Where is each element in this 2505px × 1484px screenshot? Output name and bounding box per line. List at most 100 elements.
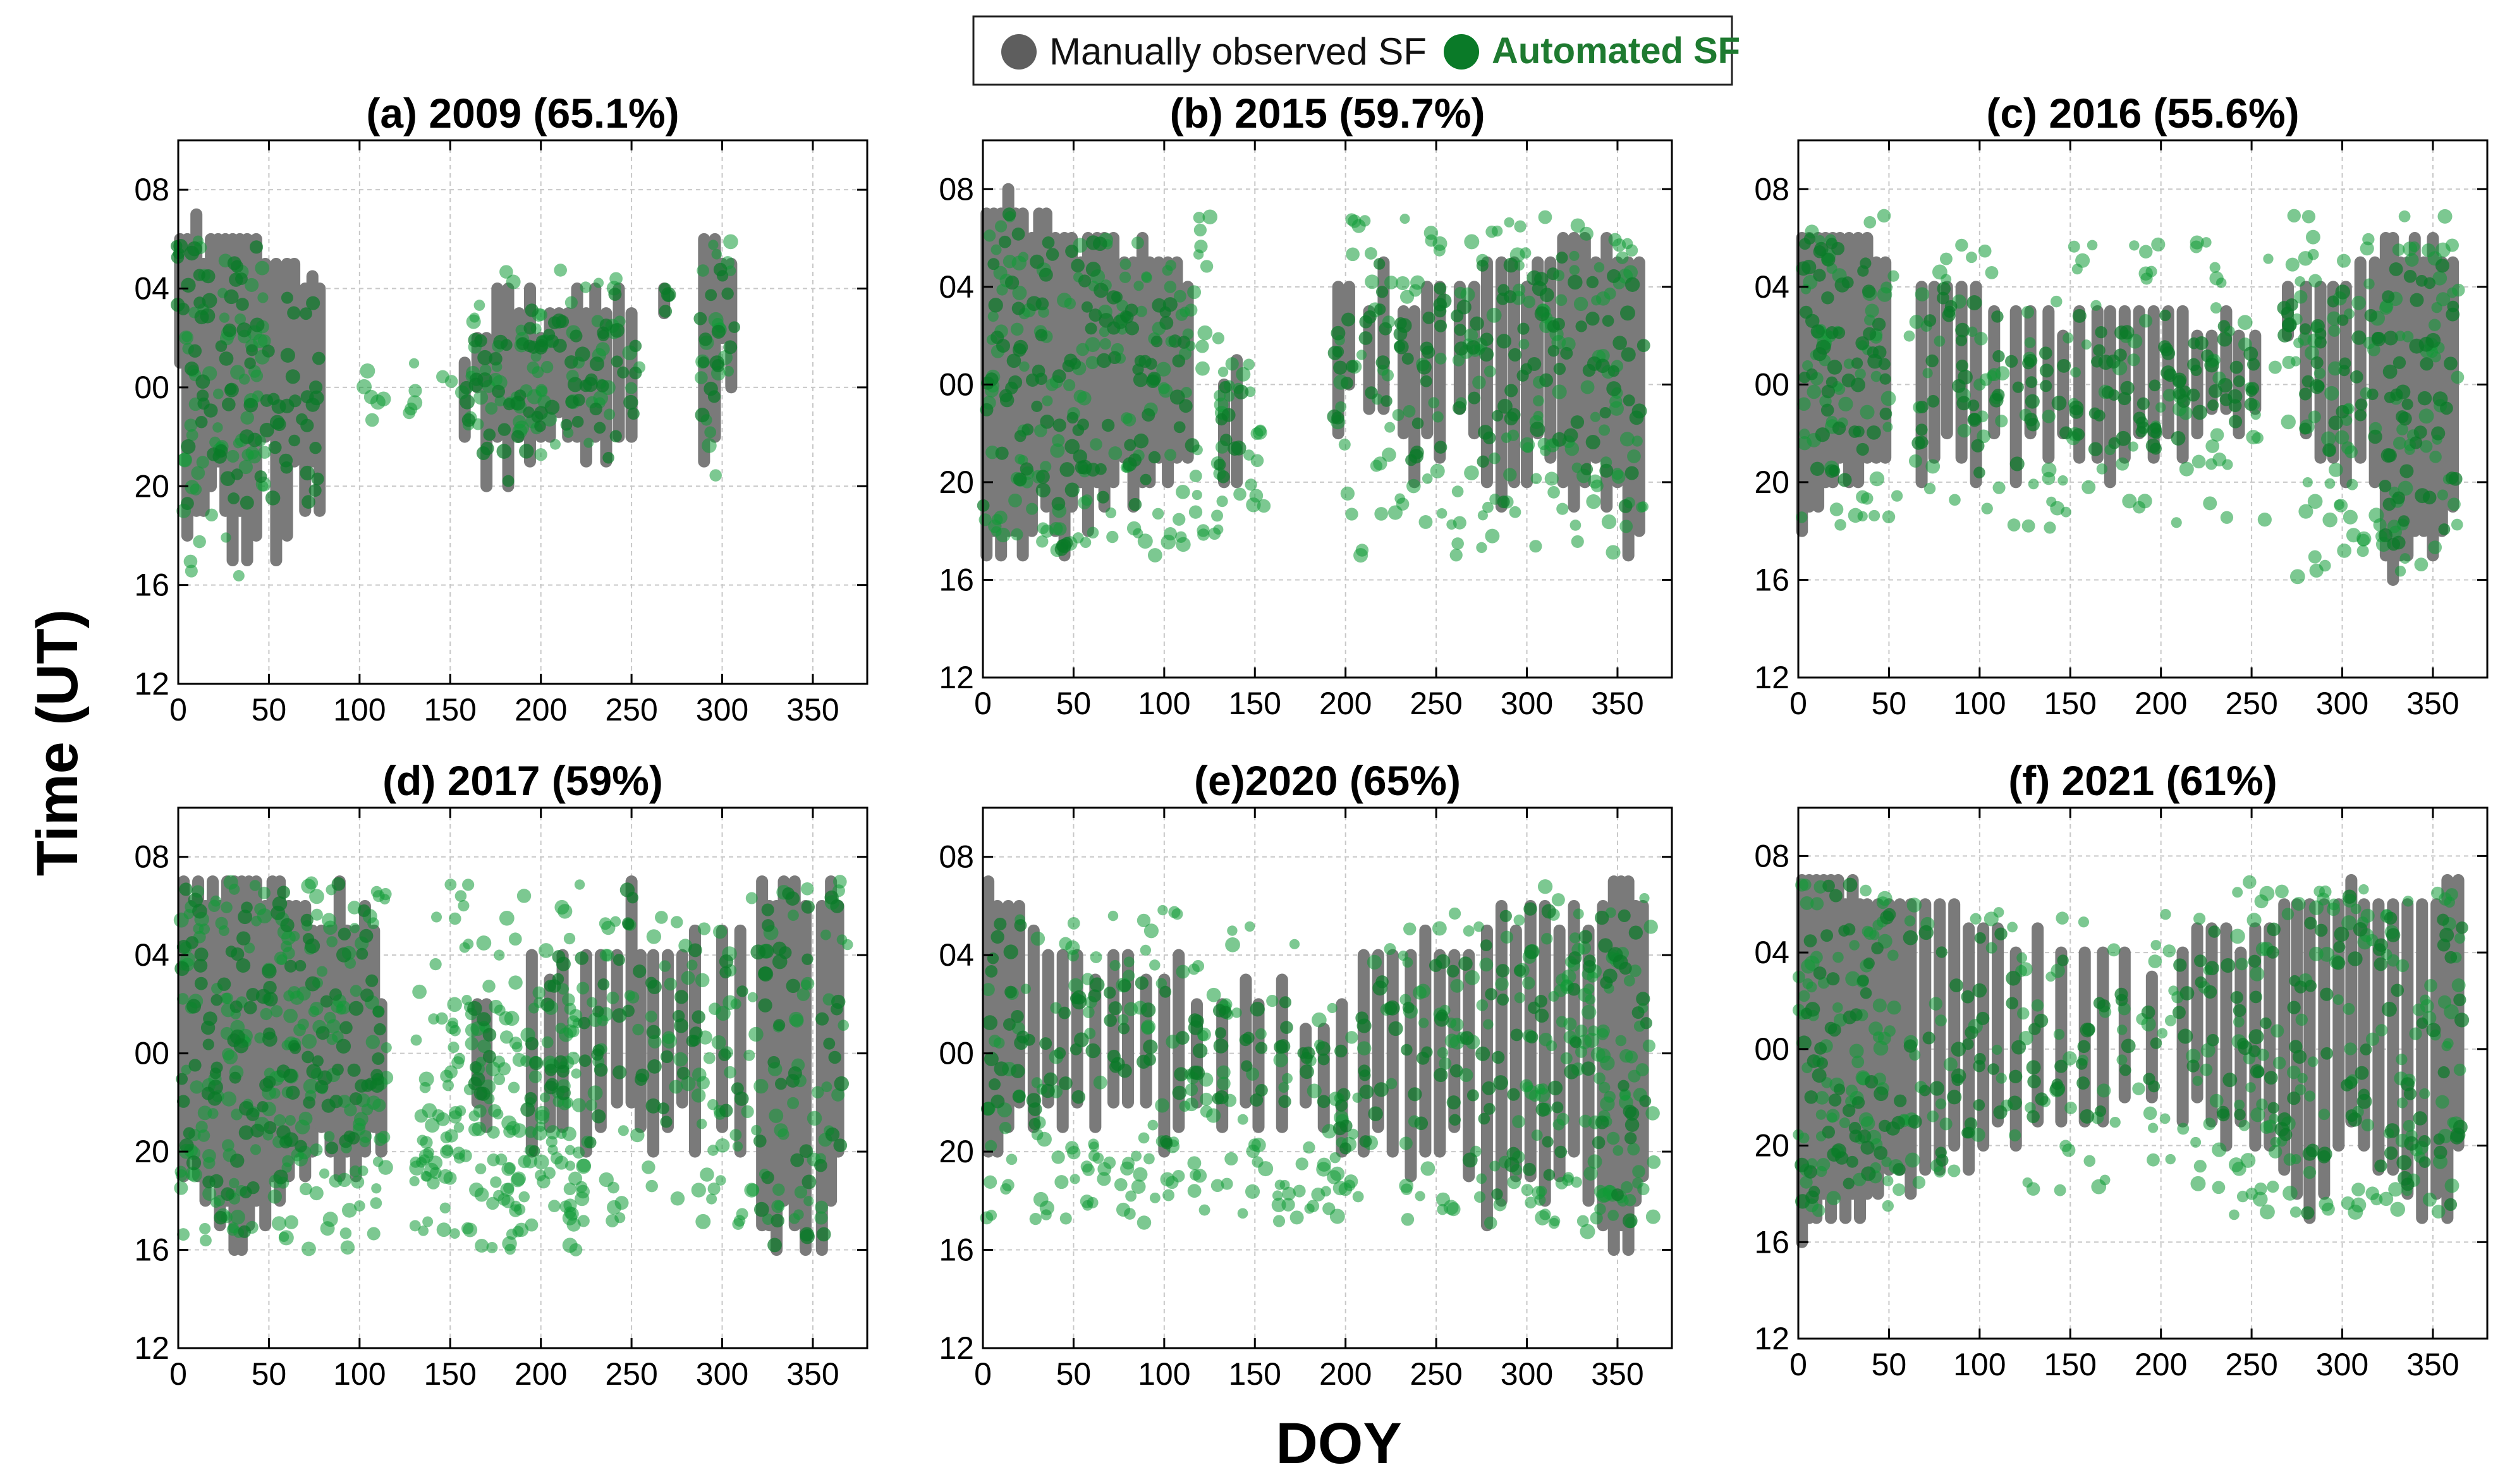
automated-mark [1399, 214, 1410, 224]
automated-mark [2160, 909, 2171, 920]
automated-mark [336, 1004, 346, 1015]
automated-mark [1216, 1065, 1231, 1080]
automated-mark [1533, 410, 1544, 421]
automated-mark [247, 432, 262, 447]
automated-mark [573, 394, 585, 406]
automated-mark [1399, 1136, 1413, 1150]
automated-mark [2007, 518, 2021, 532]
automated-mark [1193, 223, 1207, 237]
automated-mark [2248, 954, 2262, 968]
automated-mark [1014, 919, 1027, 932]
automated-mark [1826, 972, 1840, 986]
automated-mark [2263, 253, 2274, 264]
legend-label-automated: Automated SF [1492, 30, 1740, 71]
automated-mark [2051, 1078, 2063, 1090]
automated-mark [1135, 976, 1149, 990]
automated-mark [2302, 1146, 2317, 1161]
automated-mark [692, 1067, 707, 1082]
automated-mark [1580, 463, 1594, 476]
automated-mark [357, 1165, 369, 1176]
automated-mark [1106, 290, 1121, 305]
automated-mark [209, 1174, 224, 1188]
automated-mark [2298, 332, 2312, 346]
automated-mark [1882, 1200, 1894, 1212]
automated-mark [1570, 415, 1585, 429]
automated-mark [1555, 1176, 1568, 1189]
automated-mark [461, 995, 472, 1006]
automated-mark [1571, 1176, 1582, 1188]
automated-mark [1177, 336, 1191, 349]
automated-mark [185, 564, 198, 578]
automated-mark [1137, 913, 1151, 928]
automated-mark [1537, 879, 1553, 894]
automated-mark [1077, 418, 1089, 431]
automated-mark [1006, 353, 1021, 368]
automated-mark [1621, 238, 1633, 250]
automated-mark [1504, 411, 1518, 426]
automated-mark [320, 995, 333, 1008]
automated-mark [2054, 1184, 2066, 1196]
automated-mark [1934, 335, 1946, 347]
automated-mark [801, 953, 814, 965]
automated-mark [1195, 361, 1210, 376]
automated-mark [1627, 1143, 1640, 1156]
automated-mark [1591, 295, 1602, 306]
automated-mark [181, 331, 192, 343]
automated-mark [753, 1078, 769, 1094]
automated-mark [1833, 383, 1846, 395]
automated-mark [1636, 502, 1647, 513]
automated-mark [1527, 356, 1542, 371]
automated-mark [1031, 400, 1043, 412]
automated-mark [1029, 1213, 1042, 1226]
panel-title: (d) 2017 (59%) [382, 757, 663, 804]
automated-mark [2320, 987, 2334, 1001]
automated-mark [2096, 463, 2108, 475]
automated-mark [2392, 243, 2405, 257]
automated-mark [2186, 388, 2200, 402]
automated-mark [2283, 1153, 2296, 1166]
automated-mark [2119, 325, 2135, 340]
automated-mark [1090, 438, 1102, 451]
automated-mark [1190, 1169, 1202, 1181]
automated-mark [221, 532, 231, 543]
automated-mark [1121, 1157, 1135, 1170]
automated-mark [1832, 326, 1846, 339]
automated-mark [1992, 350, 2005, 363]
automated-mark [2313, 367, 2326, 379]
automated-mark [2403, 1119, 2415, 1132]
automated-mark [2057, 358, 2071, 373]
automated-mark [1430, 463, 1445, 478]
automated-mark [1929, 1081, 1944, 1096]
automated-mark [2257, 513, 2272, 527]
automated-mark [293, 1023, 306, 1037]
automated-mark [174, 961, 190, 976]
automated-mark [2069, 404, 2083, 419]
automated-mark [1132, 363, 1144, 375]
automated-mark [556, 315, 570, 328]
automated-mark [1401, 1213, 1415, 1226]
automated-mark [1040, 415, 1054, 429]
automated-mark [1623, 975, 1635, 987]
automated-mark [706, 1193, 717, 1205]
automated-mark [1961, 990, 1975, 1004]
automated-mark [1493, 1075, 1509, 1090]
automated-mark [2335, 284, 2351, 300]
automated-mark [194, 976, 208, 990]
automated-mark [2193, 913, 2206, 925]
automated-mark [2294, 290, 2308, 304]
automated-mark [1848, 508, 1863, 523]
automated-mark [356, 947, 369, 960]
automated-mark [1341, 312, 1355, 327]
automated-mark [715, 1175, 726, 1186]
automated-mark [1935, 1098, 1947, 1110]
automated-mark [2304, 980, 2317, 992]
automated-mark [2190, 240, 2203, 253]
automated-mark [2364, 308, 2378, 322]
automated-mark [1833, 1083, 1846, 1095]
automated-mark [2285, 257, 2300, 272]
automated-mark [429, 958, 442, 971]
automated-mark [493, 1073, 506, 1086]
automated-mark [1872, 345, 1887, 360]
automated-mark [2374, 938, 2388, 952]
